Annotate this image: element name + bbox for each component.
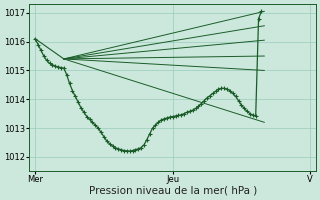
X-axis label: Pression niveau de la mer( hPa ): Pression niveau de la mer( hPa ) (89, 186, 257, 196)
